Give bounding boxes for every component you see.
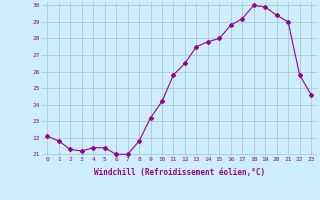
X-axis label: Windchill (Refroidissement éolien,°C): Windchill (Refroidissement éolien,°C) <box>94 168 265 177</box>
